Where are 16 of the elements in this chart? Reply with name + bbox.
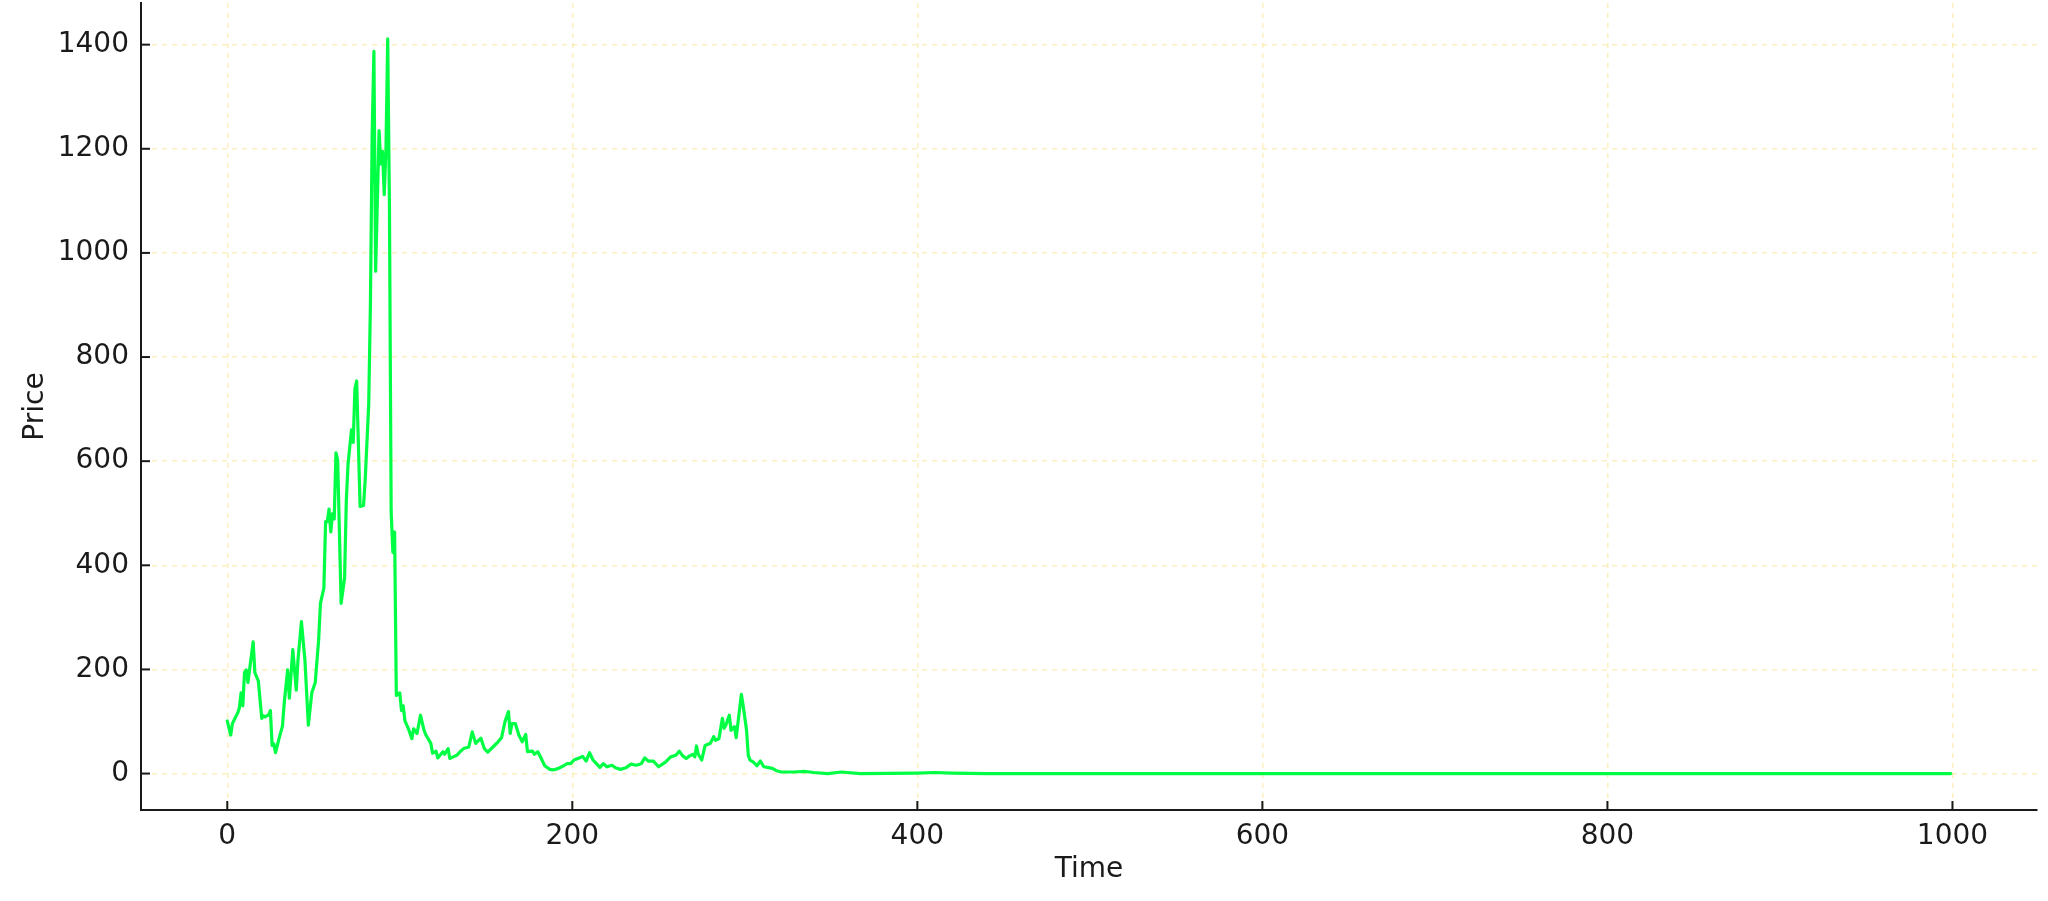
- y-tick-label: 1000: [57, 234, 129, 268]
- y-tick-label: 400: [75, 546, 129, 580]
- x-tick-label: 200: [545, 818, 600, 852]
- x-tick-label: 800: [1580, 818, 1635, 852]
- y-axis-title: Price: [17, 372, 51, 441]
- y-tick-label: 200: [75, 650, 129, 684]
- x-axis-title: Time: [1053, 851, 1124, 885]
- y-tick-label: 0: [111, 754, 129, 788]
- y-tick-label: 1200: [57, 130, 129, 164]
- x-tick-label: 400: [890, 818, 945, 852]
- x-tick-label: 1000: [1916, 818, 1989, 852]
- x-tick-label: 600: [1235, 818, 1290, 852]
- x-tick-label: 0: [218, 818, 237, 852]
- y-tick-label: 1400: [57, 25, 129, 59]
- y-tick-label: 600: [75, 442, 129, 476]
- y-tick-label: 800: [75, 338, 129, 372]
